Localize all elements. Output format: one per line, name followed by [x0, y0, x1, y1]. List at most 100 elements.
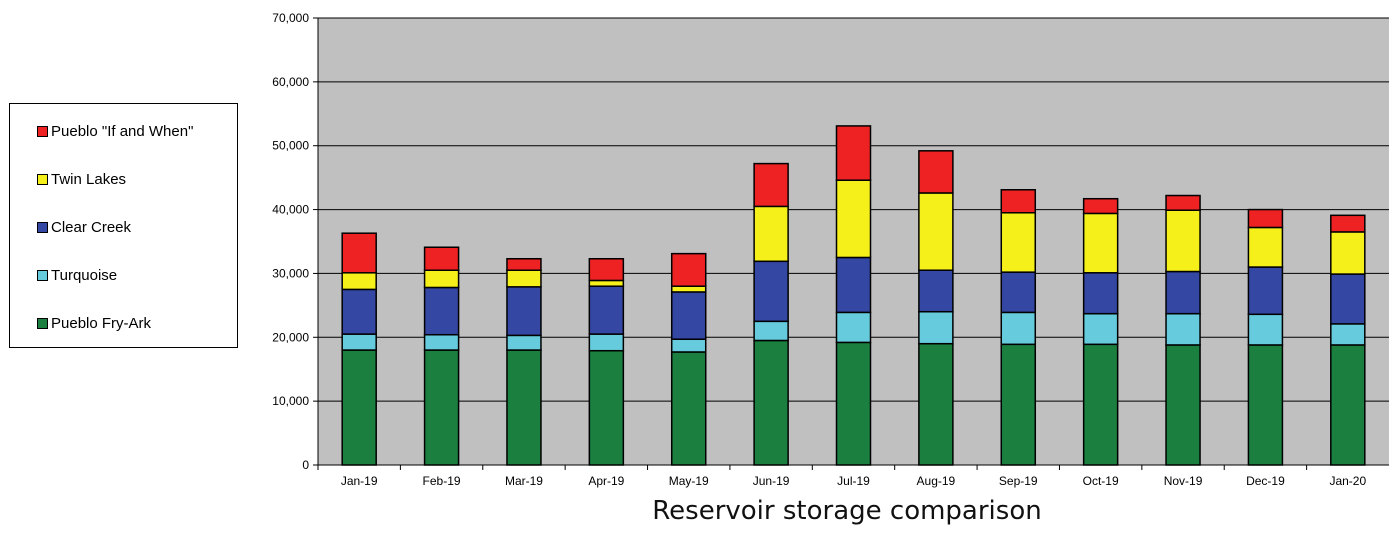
bar-segment — [1247, 313, 1284, 346]
bar-segment — [341, 333, 377, 351]
chart-legend: Pueblo "If and When" Twin Lakes Clear Cr… — [9, 103, 238, 348]
bar-segment — [918, 342, 954, 466]
bar-segment — [1082, 197, 1119, 215]
bar-segment — [670, 338, 707, 353]
bar-segment — [341, 349, 377, 466]
bar-segment — [1247, 226, 1284, 268]
bar-segment — [918, 269, 954, 313]
bar-segment — [918, 310, 954, 345]
bar-segment — [1165, 194, 1201, 211]
bar-segment — [670, 285, 707, 293]
y-tick-label: 30,000 — [272, 266, 309, 280]
bar-segment — [341, 232, 377, 274]
bar-segment — [1000, 343, 1037, 466]
y-tick-label: 50,000 — [272, 139, 309, 153]
bar-segment — [1000, 271, 1037, 314]
bar-segment — [835, 125, 872, 181]
x-tick-label: Sep-19 — [999, 474, 1038, 488]
bar-segment — [1247, 208, 1284, 229]
bar-segment — [341, 272, 377, 291]
bar-segment — [423, 269, 460, 289]
bar-segment — [835, 311, 872, 344]
bar-segment — [506, 257, 542, 271]
bar-segment — [670, 252, 707, 287]
legend-swatch — [37, 317, 48, 329]
bar-segment — [588, 333, 625, 352]
x-tick-label: Jan-19 — [341, 474, 378, 488]
bar-segment — [918, 150, 954, 194]
bar-segment — [753, 260, 789, 323]
bar-segment — [506, 286, 542, 337]
x-tick-label: Feb-19 — [423, 474, 461, 488]
bar-segment — [1082, 343, 1119, 466]
legend-swatch — [37, 125, 48, 137]
x-tick-label: Aug-19 — [917, 474, 956, 488]
y-tick-label: 0 — [302, 458, 309, 472]
bar-segment — [588, 279, 625, 287]
bar-segment — [1330, 231, 1366, 275]
bar-segment — [835, 256, 872, 314]
bar-segment — [1165, 270, 1201, 315]
bar-segment — [1165, 312, 1201, 346]
legend-item-pueblo-if-and-when: Pueblo "If and When" — [37, 121, 193, 141]
x-tick-label: Jan-20 — [1329, 474, 1366, 488]
legend-swatch — [37, 269, 48, 281]
x-tick-label: Jul-19 — [837, 474, 870, 488]
bar-segment — [341, 288, 377, 335]
bar-segment — [423, 286, 460, 336]
bar-segment — [423, 349, 460, 466]
x-tick-label: Mar-19 — [505, 474, 543, 488]
legend-item-clear-creek: Clear Creek — [37, 217, 131, 237]
bar-segment — [753, 339, 789, 466]
y-tick-label: 20,000 — [272, 330, 309, 344]
y-tick-label: 60,000 — [272, 75, 309, 89]
bar-segment — [835, 179, 872, 259]
legend-swatch — [37, 173, 48, 185]
x-tick-label: Nov-19 — [1164, 474, 1203, 488]
x-tick-label: Jun-19 — [753, 474, 790, 488]
bar-segment — [1000, 212, 1037, 273]
x-tick-label: May-19 — [669, 474, 709, 488]
chart-caption: Reservoir storage comparison — [652, 496, 1042, 526]
bar-segment — [1000, 311, 1037, 346]
bar-segment — [588, 285, 625, 335]
bar-segment — [1330, 323, 1366, 346]
legend-label: Clear Creek — [51, 218, 132, 236]
legend-item-twin-lakes: Twin Lakes — [37, 169, 126, 189]
bar-segment — [1330, 214, 1366, 233]
legend-item-pueblo-fry-ark: Pueblo Fry-Ark — [37, 313, 151, 333]
bar-segment — [1000, 189, 1037, 214]
bar-segment — [835, 341, 872, 466]
bar-segment — [588, 349, 625, 466]
bar-segment — [1082, 212, 1119, 274]
legend-item-turquoise: Turquoise — [37, 265, 117, 285]
bar-segment — [753, 320, 789, 342]
legend-label: Turquoise — [51, 266, 118, 284]
legend-swatch — [37, 221, 48, 233]
bar-segment — [670, 291, 707, 340]
legend-label: Pueblo "If and When" — [51, 122, 194, 140]
bar-segment — [1247, 344, 1284, 466]
y-tick-label: 10,000 — [272, 394, 309, 408]
bar-segment — [506, 334, 542, 351]
bar-segment — [423, 246, 460, 271]
bar-segment — [588, 257, 625, 282]
bar-segment — [1165, 209, 1201, 273]
legend-label: Twin Lakes — [51, 170, 127, 188]
y-tick-label: 40,000 — [272, 203, 309, 217]
bar-segment — [1082, 272, 1119, 315]
y-tick-label: 70,000 — [272, 11, 309, 25]
bar-segment — [1330, 344, 1366, 466]
x-tick-label: Oct-19 — [1083, 474, 1119, 488]
x-tick-label: Dec-19 — [1246, 474, 1285, 488]
bar-segment — [753, 205, 789, 263]
bar-segment — [1165, 344, 1201, 466]
bar-segment — [670, 351, 707, 466]
legend-label: Pueblo Fry-Ark — [51, 314, 152, 332]
bar-segment — [918, 192, 954, 271]
bar-segment — [1330, 273, 1366, 325]
bar-segment — [1247, 266, 1284, 316]
bar-segment — [506, 269, 542, 288]
bar-segment — [506, 349, 542, 466]
